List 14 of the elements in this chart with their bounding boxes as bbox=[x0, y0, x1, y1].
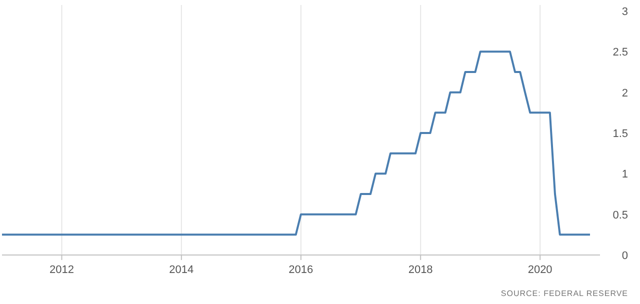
y-tick-label: 2.5 bbox=[612, 46, 628, 59]
x-tick-label: 2020 bbox=[528, 264, 552, 276]
y-tick-label: 1.5 bbox=[612, 128, 628, 140]
y-tick-label: 3 bbox=[622, 6, 628, 18]
y-tick-label: 0 bbox=[622, 250, 628, 262]
x-tick-label: 2012 bbox=[50, 264, 74, 276]
x-tick-label: 2016 bbox=[288, 264, 314, 276]
source-note: SOURCE: FEDERAL RESERVE bbox=[500, 289, 628, 298]
x-tick-label: 2018 bbox=[408, 264, 433, 276]
y-tick-label: 0.5 bbox=[612, 209, 628, 222]
x-tick-label: 2014 bbox=[169, 264, 194, 276]
y-tick-label: 1 bbox=[622, 168, 628, 181]
y-tick-label: 2 bbox=[622, 87, 628, 100]
line-series bbox=[1, 50, 592, 236]
